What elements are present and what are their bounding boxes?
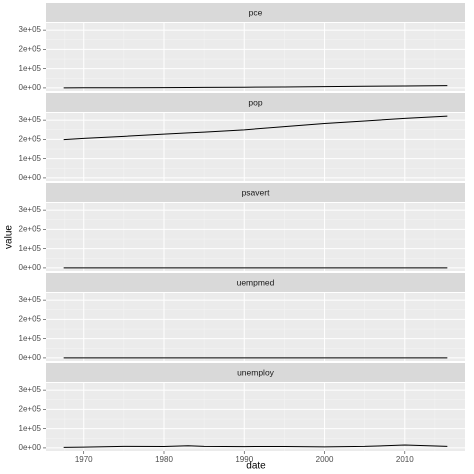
y-tick-label: 2e+05 bbox=[19, 135, 42, 144]
y-tick-label: 0e+00 bbox=[19, 83, 42, 92]
facet-label: pop bbox=[248, 97, 262, 107]
strip bbox=[46, 3, 465, 22]
y-tick-label: 0e+00 bbox=[19, 353, 42, 362]
strip bbox=[46, 363, 465, 382]
panel bbox=[46, 383, 465, 451]
y-tick-label: 3e+05 bbox=[19, 385, 42, 394]
facet-label: pce bbox=[249, 7, 263, 17]
facet-label: unemploy bbox=[237, 367, 275, 377]
x-tick-label: 2000 bbox=[316, 455, 334, 464]
y-tick-label: 1e+05 bbox=[19, 244, 42, 253]
y-tick-label: 0e+00 bbox=[19, 173, 42, 182]
x-tick-label: 1980 bbox=[155, 455, 173, 464]
line bbox=[63, 444, 448, 448]
panel bbox=[46, 23, 465, 91]
x-tick-label: 1970 bbox=[75, 455, 93, 464]
strip bbox=[46, 93, 465, 112]
y-axis-title: value bbox=[4, 225, 15, 249]
panel bbox=[46, 293, 465, 361]
y-tick-label: 1e+05 bbox=[19, 64, 42, 73]
y-tick-label: 1e+05 bbox=[19, 334, 42, 343]
y-tick-label: 2e+05 bbox=[19, 45, 42, 54]
x-tick-label: 2010 bbox=[396, 455, 414, 464]
y-tick-label: 3e+05 bbox=[19, 25, 42, 34]
y-tick-label: 0e+00 bbox=[19, 263, 42, 272]
panel bbox=[46, 203, 465, 271]
y-tick-label: 3e+05 bbox=[19, 115, 42, 124]
y-tick-label: 2e+05 bbox=[19, 315, 42, 324]
facet-label: uempmed bbox=[237, 277, 275, 287]
panel bbox=[46, 113, 465, 181]
facet-label: psavert bbox=[242, 187, 271, 197]
line bbox=[63, 115, 448, 141]
y-tick-label: 1e+05 bbox=[19, 154, 42, 163]
y-tick-label: 2e+05 bbox=[19, 225, 42, 234]
y-tick-label: 0e+00 bbox=[19, 443, 42, 452]
y-tick-label: 1e+05 bbox=[19, 424, 42, 433]
y-tick-label: 3e+05 bbox=[19, 205, 42, 214]
strip bbox=[46, 273, 465, 292]
x-tick-label: 1990 bbox=[235, 455, 253, 464]
y-tick-label: 2e+05 bbox=[19, 405, 42, 414]
line bbox=[63, 85, 448, 89]
strip bbox=[46, 183, 465, 202]
y-tick-label: 3e+05 bbox=[19, 295, 42, 304]
x-axis-title: date bbox=[246, 461, 266, 472]
